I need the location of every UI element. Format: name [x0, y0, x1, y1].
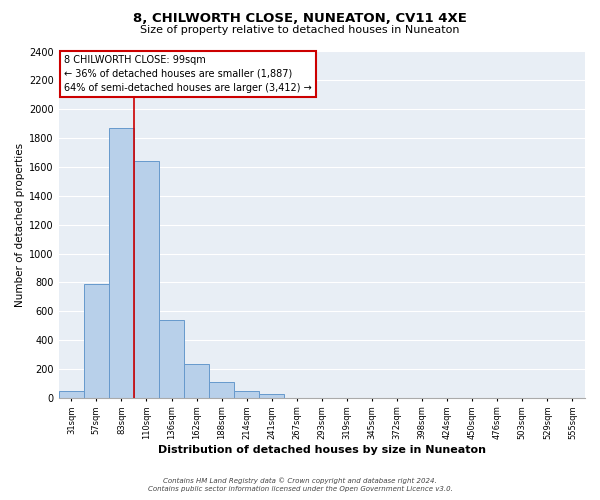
Text: Size of property relative to detached houses in Nuneaton: Size of property relative to detached ho… [140, 25, 460, 35]
Bar [209, 382, 234, 398]
Bar [134, 161, 159, 398]
X-axis label: Distribution of detached houses by size in Nuneaton: Distribution of detached houses by size … [158, 445, 486, 455]
Bar [109, 128, 134, 398]
Text: 8 CHILWORTH CLOSE: 99sqm
← 36% of detached houses are smaller (1,887)
64% of sem: 8 CHILWORTH CLOSE: 99sqm ← 36% of detach… [64, 55, 312, 93]
Bar [159, 320, 184, 398]
Bar [84, 284, 109, 398]
Bar [184, 364, 209, 398]
Y-axis label: Number of detached properties: Number of detached properties [15, 142, 25, 307]
Bar [234, 390, 259, 398]
Bar [59, 390, 84, 398]
Text: 8, CHILWORTH CLOSE, NUNEATON, CV11 4XE: 8, CHILWORTH CLOSE, NUNEATON, CV11 4XE [133, 12, 467, 26]
Bar [259, 394, 284, 398]
Text: Contains HM Land Registry data © Crown copyright and database right 2024.
Contai: Contains HM Land Registry data © Crown c… [148, 477, 452, 492]
